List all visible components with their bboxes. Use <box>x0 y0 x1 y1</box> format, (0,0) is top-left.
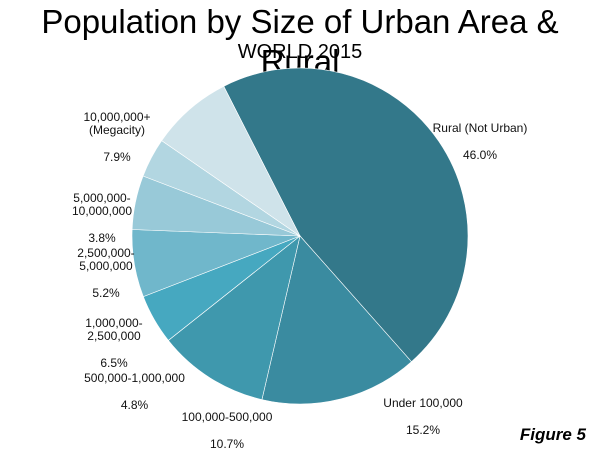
slice-label-500k-1m: 500,000-1,000,000 4.8% <box>84 370 185 412</box>
pie-slice-7 <box>161 85 301 237</box>
chart-title: Population by Size of Urban Area & Rural <box>41 3 559 80</box>
pie-slice-1 <box>261 235 412 405</box>
slice-label-under-100k: Under 100,000 15.2% <box>383 395 463 437</box>
pie-slice-0 <box>223 67 469 363</box>
slice-label-rural: Rural (Not Urban) 46.0% <box>432 120 528 162</box>
slice-label-100k-500k: 100,000-500,000 10.7% <box>181 409 273 451</box>
slice-label-megacity: 10,000,000+ (Megacity) 7.9% <box>83 109 151 164</box>
chart-subtitle: WORLD 2015 <box>237 41 363 63</box>
slice-label-1m-2_5m: 1,000,000- 2,500,000 6.5% <box>85 315 143 370</box>
pie-chart <box>131 67 469 405</box>
slice-label-2_5m-5m: 2,500,000- 5,000,000 5.2% <box>77 245 135 300</box>
slice-label-5m-10m: 5,000,000- 10,000,000 3.8% <box>71 190 133 245</box>
figure-label: Figure 5 <box>519 425 586 444</box>
pie-slice-2 <box>167 235 301 400</box>
